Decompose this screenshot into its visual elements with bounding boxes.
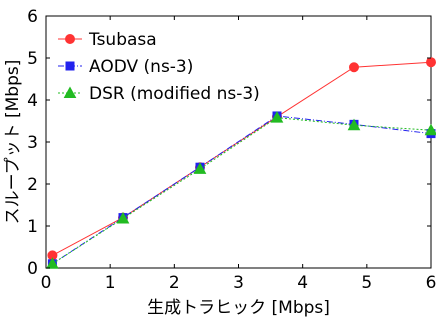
legend-label: AODV (ns-3)	[89, 57, 193, 77]
x-tick-label: 0	[41, 273, 52, 293]
x-tick-label: 4	[297, 273, 308, 293]
legend-entry: DSR (modified ns-3)	[58, 84, 260, 104]
y-tick-label: 3	[27, 133, 38, 153]
y-tick-label: 1	[27, 217, 38, 237]
data-point	[424, 123, 436, 136]
y-tick-label: 6	[27, 7, 38, 27]
series-2	[46, 111, 436, 269]
x-tick-label: 2	[169, 273, 180, 293]
series-1	[47, 111, 436, 269]
legend-swatch-marker	[65, 34, 75, 44]
data-point	[270, 111, 284, 123]
x-tick-label: 5	[361, 273, 372, 293]
legend-swatch-marker	[63, 86, 77, 98]
x-tick-label: 3	[233, 273, 244, 293]
y-tick-label: 0	[27, 259, 38, 279]
series-line	[52, 115, 432, 265]
legend-label: Tsubasa	[88, 30, 157, 50]
x-tick-label: 6	[426, 273, 436, 293]
legend-label: DSR (modified ns-3)	[89, 84, 260, 104]
y-tick-label: 4	[27, 91, 38, 111]
y-tick-label: 5	[27, 49, 38, 69]
data-point	[193, 162, 207, 174]
data-point	[349, 62, 359, 73]
legend: Tsubasa AODV (ns-3) DSR (modified ns-3)	[58, 30, 260, 104]
x-axis-label: 生成トラヒック [Mbps]	[147, 298, 330, 318]
y-tick-label: 2	[27, 175, 38, 195]
series-line	[52, 117, 432, 265]
data-point	[426, 57, 436, 68]
data-point	[347, 118, 361, 131]
legend-entry: AODV (ns-3)	[58, 57, 193, 77]
legend-swatch-marker	[65, 61, 75, 71]
legend-entry: Tsubasa	[58, 30, 157, 50]
x-tick-label: 1	[105, 273, 116, 293]
data-point	[46, 257, 59, 269]
ticks-layer: 0 1 2 3 4 5 6 0 1 2 3 4 5 6	[27, 7, 436, 293]
data-point	[116, 211, 130, 224]
series-layer	[46, 57, 436, 269]
y-axis-label: スループット [Mbps]	[3, 60, 23, 225]
